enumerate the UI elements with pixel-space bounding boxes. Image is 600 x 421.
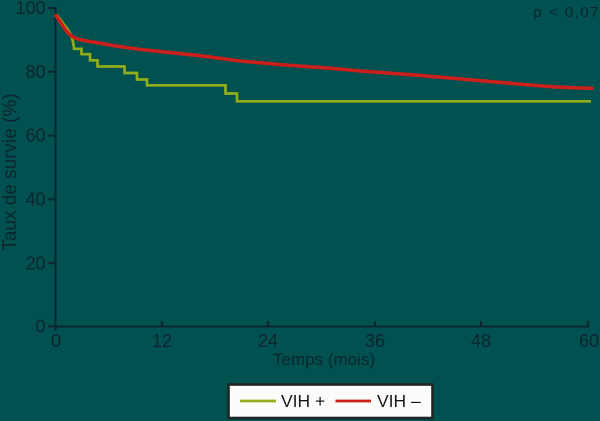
svg-text:60: 60 (579, 331, 599, 351)
svg-text:80: 80 (25, 62, 45, 82)
svg-text:p < 0,07: p < 0,07 (533, 4, 600, 21)
svg-text:0: 0 (35, 317, 45, 337)
svg-text:36: 36 (365, 331, 385, 351)
svg-text:60: 60 (25, 126, 45, 146)
svg-text:24: 24 (258, 331, 278, 351)
svg-text:Taux de survie (%): Taux de survie (%) (0, 93, 21, 250)
svg-text:VIH –: VIH – (377, 391, 421, 411)
svg-text:Temps (mois): Temps (mois) (273, 350, 375, 369)
svg-text:20: 20 (25, 253, 45, 273)
svg-text:VIH +: VIH + (281, 391, 325, 411)
svg-text:40: 40 (25, 189, 45, 209)
svg-text:100: 100 (15, 0, 45, 18)
svg-text:12: 12 (152, 331, 172, 351)
svg-text:48: 48 (471, 331, 491, 351)
svg-text:0: 0 (51, 331, 61, 351)
